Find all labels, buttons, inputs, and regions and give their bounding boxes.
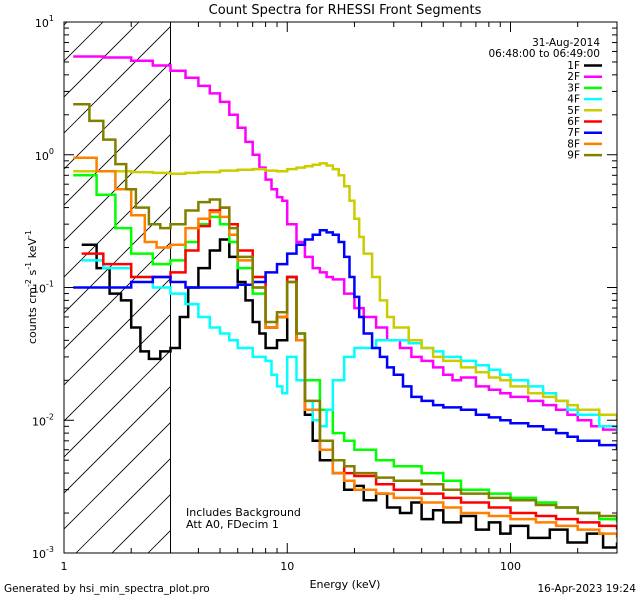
x-axis-label: Energy (keV) xyxy=(310,578,381,591)
legend-label-8F: 8F xyxy=(567,138,580,150)
hatch-line xyxy=(64,25,171,134)
legend-label-5F: 5F xyxy=(567,105,580,117)
legend-label-9F: 9F xyxy=(567,150,580,162)
hatch-line xyxy=(544,22,640,553)
hatch-line xyxy=(75,457,171,553)
annotation-attenuator: Att A0, FDecim 1 xyxy=(186,518,279,531)
hatch-line xyxy=(364,22,640,553)
y-axis-label: counts cm-2 s-1 keV-1 xyxy=(24,230,39,344)
series-5F xyxy=(73,162,617,421)
x-tick-label: 10 xyxy=(280,560,294,573)
legend: 31-Aug-2014 06:48:00 to 06:49:00 1F2F3F4… xyxy=(488,37,602,162)
y-tick-label: 100 xyxy=(35,147,54,163)
legend-label-1F: 1F xyxy=(567,60,580,72)
hatch-line xyxy=(64,385,171,494)
hatch-line xyxy=(64,421,171,530)
series-9F xyxy=(73,103,617,520)
legend-label-6F: 6F xyxy=(567,116,580,128)
legend-time-range: 06:48:00 to 06:49:00 xyxy=(488,48,600,60)
legend-label-7F: 7F xyxy=(567,127,580,139)
series-2F xyxy=(73,55,617,434)
series-4F xyxy=(81,259,617,434)
hatch-line xyxy=(64,97,171,206)
footer-generated-by: Generated by hsi_min_spectra_plot.pro xyxy=(4,583,210,595)
legend-date: 31-Aug-2014 xyxy=(532,37,600,49)
y-tick-label: 10-2 xyxy=(32,412,54,428)
legend-label-2F: 2F xyxy=(567,71,580,83)
legend-label-3F: 3F xyxy=(567,82,580,94)
hatch-line xyxy=(616,22,640,553)
series-8F xyxy=(73,156,617,538)
legend-label-4F: 4F xyxy=(567,94,580,106)
hatch-line xyxy=(64,61,171,170)
y-tick-label: 101 xyxy=(35,14,54,30)
series-lines xyxy=(73,55,617,549)
footer-timestamp: 16-Apr-2023 19:24 xyxy=(537,583,636,595)
series-7F xyxy=(73,228,617,450)
annotation-background: Includes Background xyxy=(186,506,301,519)
hatch-line xyxy=(256,22,640,553)
x-tick-label: 100 xyxy=(500,560,521,573)
x-tick-label: 1 xyxy=(61,560,68,573)
y-tick-label: 10-3 xyxy=(32,545,54,561)
chart-title: Count Spectra for RHESSI Front Segments xyxy=(209,3,482,18)
